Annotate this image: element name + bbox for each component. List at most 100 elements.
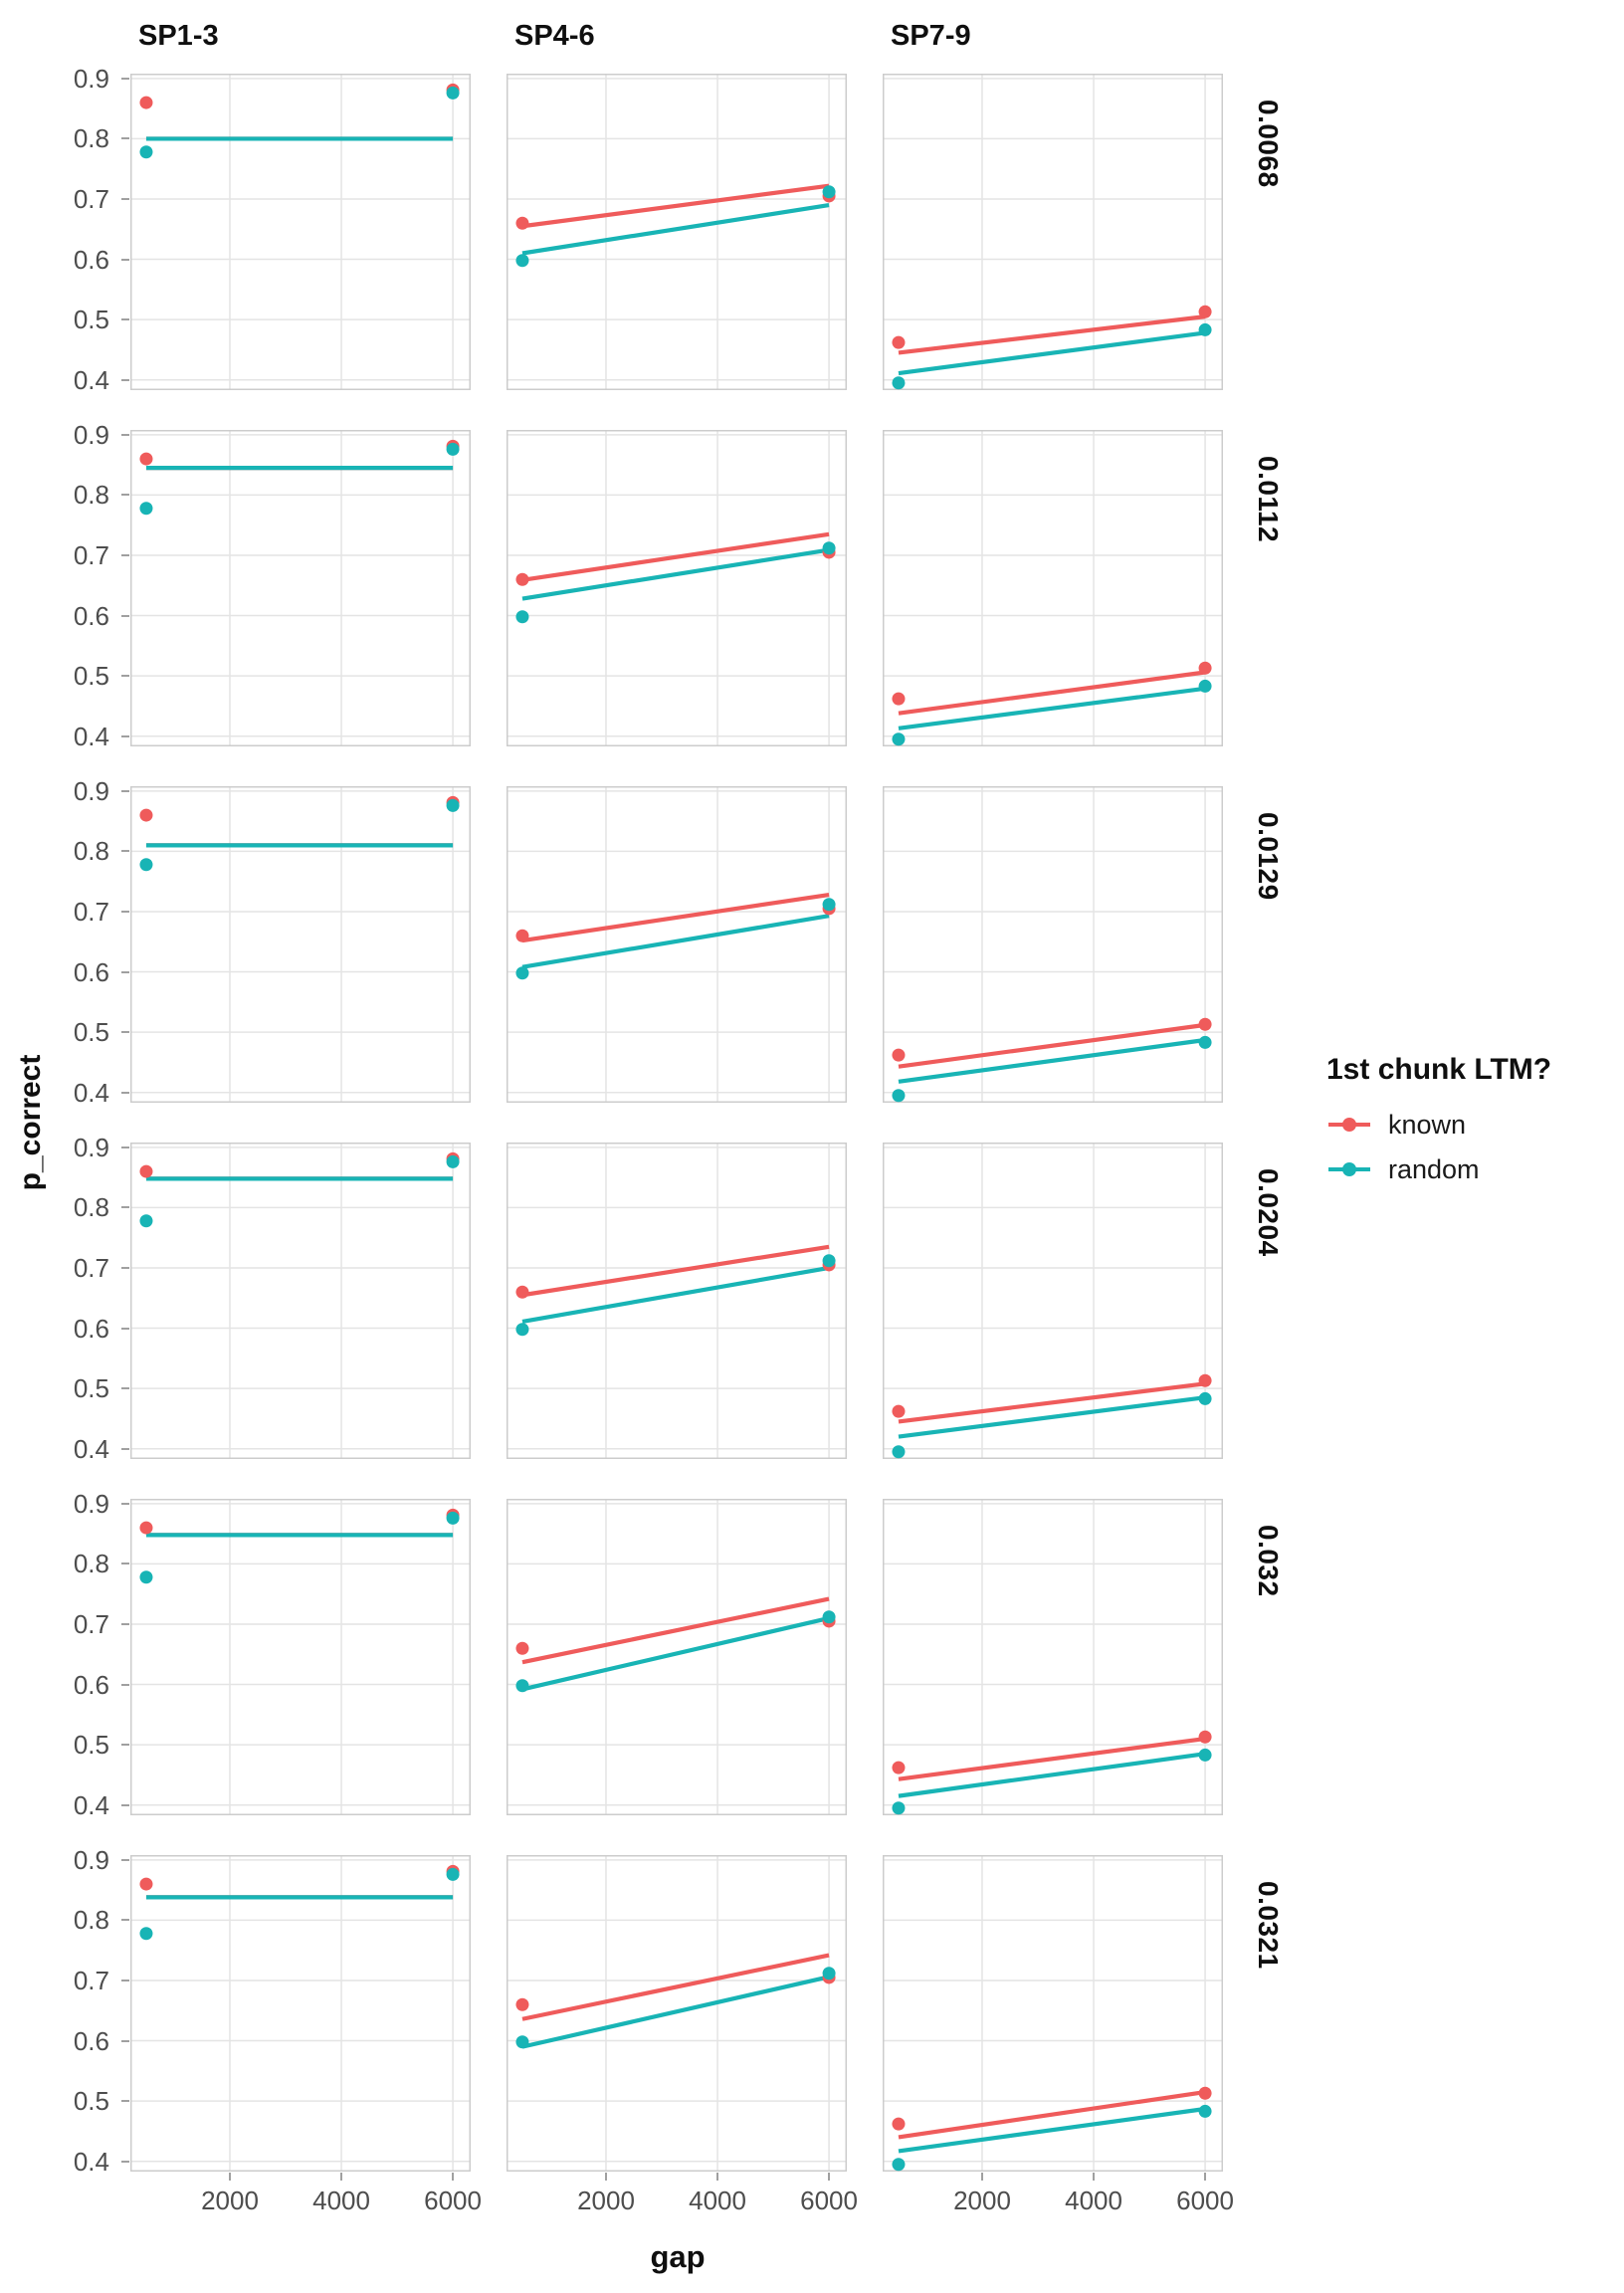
x-tick-mark (828, 2173, 831, 2181)
y-tick-label: 0.4 (73, 721, 109, 751)
y-tick-label: 0.7 (73, 183, 109, 214)
fit-line-known (898, 1022, 1206, 1069)
panel-SP4-6-0.0068 (507, 74, 847, 390)
panel-SP4-6-0.0204 (507, 1143, 847, 1459)
data-point-random (892, 376, 906, 390)
y-tick-mark (121, 378, 129, 381)
facet-col-title-sp7-9: SP7-9 (891, 20, 971, 52)
panel-SP4-6-0.032 (507, 1499, 847, 1815)
y-tick-label: 0.5 (73, 305, 109, 335)
data-point-random (139, 1570, 153, 1584)
y-tick-label: 0.5 (73, 1373, 109, 1404)
data-point-random (139, 1214, 153, 1228)
y-tick-label: 0.6 (73, 2025, 109, 2056)
y-tick-mark (121, 675, 129, 678)
x-tick-label: 4000 (312, 2186, 370, 2215)
panel-SP7-9-0.0321 (883, 1855, 1223, 2172)
x-tick-mark (340, 2173, 343, 2181)
y-tick-mark (121, 1206, 129, 1209)
panel-border (883, 430, 1223, 746)
fit-line-random (898, 330, 1206, 376)
x-tick-label: 2000 (577, 2186, 635, 2215)
legend-key-random-icon (1328, 1162, 1370, 1176)
panel-border (507, 74, 847, 390)
fit-line-known (898, 1736, 1206, 1781)
y-tick-mark (121, 1858, 129, 1861)
fit-line-known (521, 892, 830, 943)
y-tick-mark (121, 1919, 129, 1922)
facet-row-label-2: 0.0112 (1253, 456, 1284, 543)
y-tick-mark (121, 1803, 129, 1806)
fit-line-random (521, 1265, 830, 1324)
x-tick-label: 6000 (1176, 2186, 1234, 2215)
facet-row-label-1: 0.0068 (1253, 100, 1284, 188)
panel-border (883, 74, 1223, 390)
fit-line-random (898, 1037, 1206, 1084)
data-point-known (139, 1521, 153, 1535)
y-tick-label: 0.8 (73, 836, 109, 867)
facet-row-label-5: 0.032 (1253, 1525, 1284, 1597)
data-point-known (515, 1641, 529, 1655)
panel-SP4-6-0.0129 (507, 786, 847, 1103)
legend-item-random: random (1326, 1153, 1551, 1185)
data-point-known (139, 1877, 153, 1891)
data-point-known (892, 1404, 906, 1418)
y-tick-label: 0.6 (73, 956, 109, 987)
data-point-known (1198, 661, 1212, 675)
panel-border (130, 1143, 471, 1459)
data-point-known (892, 692, 906, 706)
data-point-random (892, 1089, 906, 1103)
x-tick-label: 4000 (1065, 2186, 1122, 2215)
panel-SP4-6-0.0112 (507, 430, 847, 746)
panel-SP1-3-0.0129 (130, 786, 471, 1103)
facet-col-title-sp1-3: SP1-3 (138, 20, 219, 52)
y-tick-label: 0.8 (73, 1549, 109, 1579)
panel-border (130, 430, 471, 746)
y-tick-label: 0.9 (73, 775, 109, 806)
y-tick-mark (121, 850, 129, 853)
x-axis-title: gap (650, 2239, 706, 2274)
panel-SP1-3-0.0068 (130, 74, 471, 390)
fit-line-known (521, 1244, 830, 1298)
data-point-known (892, 1048, 906, 1062)
data-point-random (446, 1511, 460, 1525)
data-point-known (1198, 1017, 1212, 1031)
data-point-random (892, 2158, 906, 2172)
panel-border (130, 1855, 471, 2172)
data-point-random (822, 1610, 836, 1624)
y-tick-mark (121, 1266, 129, 1269)
data-point-known (139, 452, 153, 466)
data-point-known (139, 96, 153, 109)
fit-line-random (898, 686, 1206, 730)
x-tick-mark (452, 2173, 455, 2181)
facet-col-title-sp4-6: SP4-6 (514, 20, 595, 52)
legend: 1st chunk LTM? known random (1326, 1053, 1551, 1198)
y-axis-title: p_correct (14, 1054, 47, 1191)
y-tick-label: 0.7 (73, 896, 109, 927)
data-point-random (515, 610, 529, 624)
y-tick-label: 0.5 (73, 2086, 109, 2117)
data-point-known (515, 1285, 529, 1299)
panel-border (507, 1499, 847, 1815)
fit-line-random (521, 1615, 830, 1692)
y-tick-label: 0.5 (73, 1017, 109, 1048)
data-point-known (892, 335, 906, 349)
data-point-random (1198, 1748, 1212, 1762)
data-point-random (515, 1679, 529, 1693)
fit-line-random (898, 2106, 1206, 2154)
fit-line-random (521, 202, 830, 256)
facet-row-label-3: 0.0129 (1253, 812, 1284, 901)
y-tick-mark (121, 1387, 129, 1390)
panel-SP1-3-0.032 (130, 1499, 471, 1815)
data-point-random (1198, 2104, 1212, 2118)
y-tick-label: 0.4 (73, 1433, 109, 1464)
panel-border (507, 786, 847, 1103)
data-point-known (515, 1997, 529, 2011)
legend-key-point (1342, 1162, 1356, 1176)
y-tick-label: 0.8 (73, 123, 109, 154)
y-tick-mark (121, 258, 129, 261)
data-point-random (139, 145, 153, 159)
panel-SP1-3-0.0204 (130, 1143, 471, 1459)
legend-item-label: random (1388, 1153, 1480, 1184)
